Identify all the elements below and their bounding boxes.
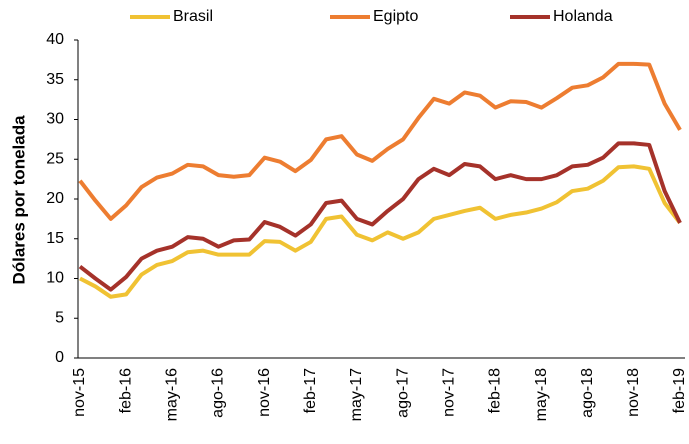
y-tick-label: 20: [46, 190, 64, 207]
x-tick-label: feb-17: [302, 368, 319, 413]
y-tick-label: 25: [46, 150, 64, 167]
y-tick-label: 0: [55, 349, 64, 366]
x-tick-label: may-18: [533, 368, 550, 421]
legend-label: Egipto: [373, 8, 418, 25]
x-tick-label: ago-17: [394, 368, 411, 418]
x-tick-label: nov-17: [440, 368, 457, 417]
x-tick-label: may-17: [348, 368, 365, 421]
y-axis-label: Dólares por tonelada: [9, 115, 28, 285]
x-tick-label: ago-16: [210, 368, 227, 418]
y-tick-label: 15: [46, 230, 64, 247]
legend-label: Brasil: [173, 8, 213, 25]
x-tick-label: nov-18: [625, 368, 642, 417]
series-line: [78, 61, 682, 221]
y-tick-label: 30: [46, 111, 64, 128]
x-tick-label: ago-18: [579, 368, 596, 418]
series-line: [78, 141, 682, 292]
x-tick-label: nov-16: [256, 368, 273, 417]
x-tick-label: may-16: [164, 368, 181, 421]
y-tick-label: 35: [46, 71, 64, 88]
x-tick-label: feb-16: [117, 368, 134, 413]
y-tick-label: 10: [46, 270, 64, 287]
y-tick-label: 40: [46, 31, 64, 48]
legend-label: Holanda: [553, 8, 613, 25]
series-line: [79, 164, 682, 299]
x-tick-label: nov-15: [71, 368, 88, 417]
x-tick-label: feb-19: [671, 368, 688, 413]
x-tick-label: feb-18: [487, 368, 504, 413]
y-tick-label: 5: [55, 309, 64, 326]
